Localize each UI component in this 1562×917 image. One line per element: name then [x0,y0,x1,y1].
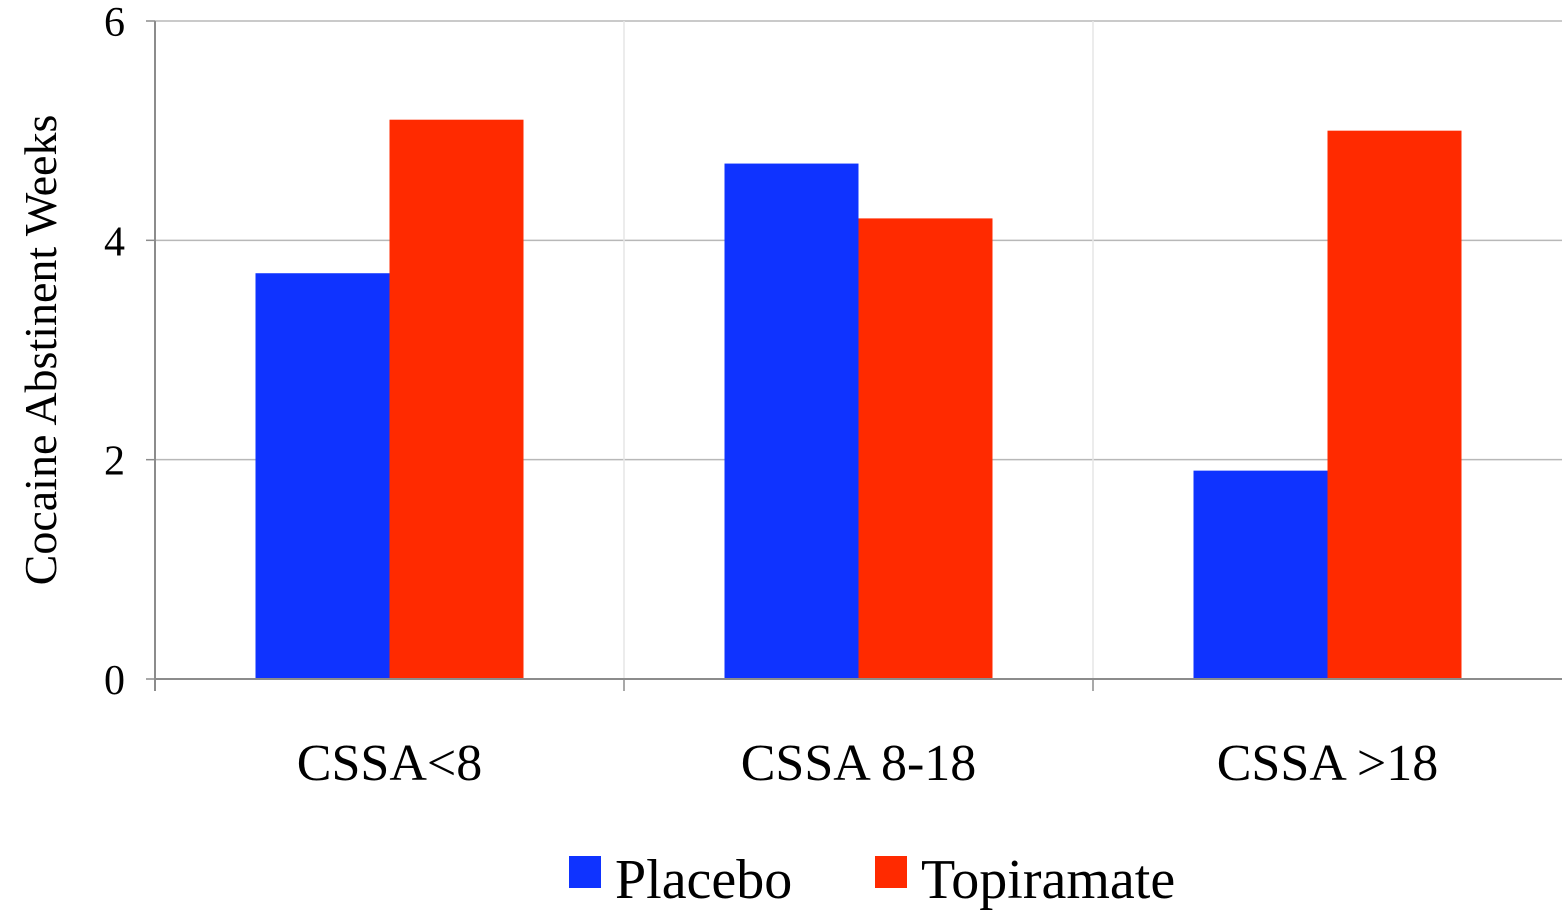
y-tick-label: 4 [104,219,125,265]
legend-label-topiramate: Topiramate [921,849,1175,911]
bar-topiramate-1 [389,119,524,679]
legend-label-placebo: Placebo [615,849,792,911]
axis-labels: 0 2 4 6 CSSA<8 CSSA 8-18 CSSA >18 Cocaine Absti… [15,0,1438,792]
legend-swatch-topiramate [875,856,907,888]
axes [146,20,1562,691]
x-category-label: CSSA 8-18 [741,735,977,792]
y-tick-label: 6 [104,0,125,46]
x-category-label: CSSA<8 [297,735,482,792]
y-tick-label: 2 [104,439,125,485]
x-category-label: CSSA >18 [1217,735,1439,792]
bar-placebo-1 [255,273,390,679]
legend: Placebo Topiramate [569,849,1175,911]
bar-placebo-2 [724,163,859,680]
legend-swatch-placebo [569,856,601,888]
y-tick-label: 0 [104,658,125,704]
bars [255,119,1462,680]
bar-topiramate-3 [1327,130,1462,679]
bar-topiramate-2 [858,218,993,679]
bar-placebo-3 [1193,470,1328,679]
y-axis-title: Cocaine Abstinent Weeks [15,115,66,586]
